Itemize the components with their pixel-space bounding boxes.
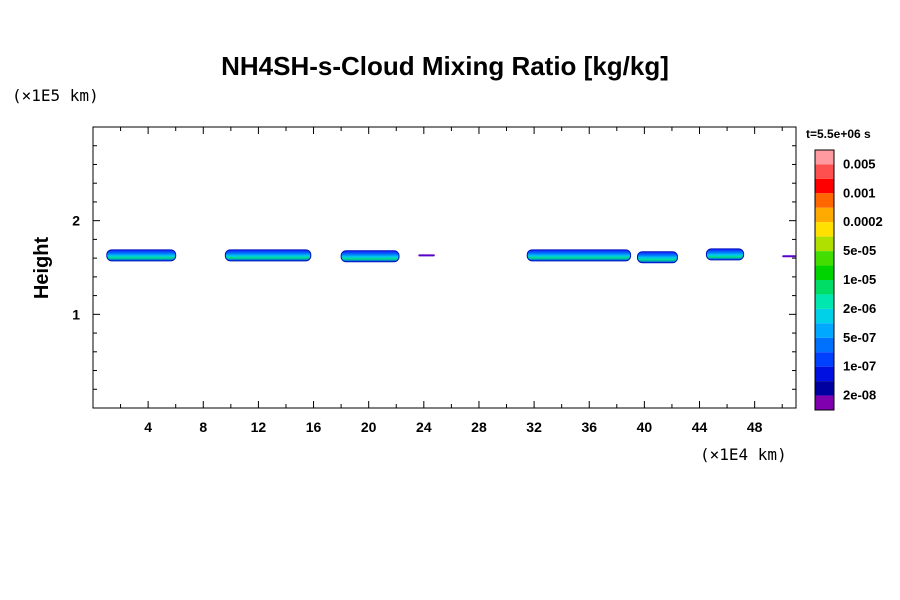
colorbar-segment	[815, 222, 834, 237]
chart-title: NH4SH-s-Cloud Mixing Ratio [kg/kg]	[221, 51, 669, 81]
cloud-patch	[224, 249, 312, 262]
y-tick-label: 2	[72, 213, 80, 229]
colorbar-segment	[815, 395, 834, 410]
colorbar-segment	[815, 236, 834, 252]
colorbar-segment	[815, 150, 834, 165]
plot-frame	[92, 126, 797, 409]
x-tick-label: 24	[416, 419, 432, 435]
x-tick-label: 28	[471, 419, 487, 435]
x-tick-label: 44	[692, 419, 708, 435]
colorbar-segment	[815, 164, 834, 179]
cloud-patch	[636, 251, 678, 264]
colorbar-label: 5e-05	[843, 243, 876, 258]
x-tick-label: 4	[144, 419, 152, 435]
colorbar-label: 1e-07	[843, 359, 876, 374]
y-tick-label: 1	[72, 306, 80, 322]
colorbar-segment	[815, 337, 834, 353]
cloud-patches	[106, 248, 796, 264]
x-tick-label: 48	[747, 419, 763, 435]
cloud-patch	[526, 249, 632, 262]
colorbar-segment	[815, 294, 834, 309]
y-axis-label: Height	[31, 237, 53, 300]
cloud-patch	[705, 248, 745, 261]
cloud-patch	[340, 250, 400, 263]
colorbar-segment	[815, 366, 834, 382]
colorbar-label: 1e-05	[843, 272, 876, 287]
colorbar-segment	[815, 308, 834, 324]
colorbar-label: 0.001	[843, 185, 876, 200]
x-tick-label: 32	[526, 419, 542, 435]
colorbar-segment	[815, 265, 834, 280]
x-tick-label: 36	[581, 419, 597, 435]
colorbar-segment	[815, 352, 834, 367]
cloud-patch	[106, 249, 177, 262]
cloud-patch	[782, 255, 796, 258]
x-tick-label: 12	[251, 419, 267, 435]
x-tick-label: 8	[199, 419, 207, 435]
colorbar-segment	[815, 323, 834, 338]
colorbar-segment	[815, 381, 834, 396]
colorbar-segment	[815, 207, 834, 223]
x-tick-label: 16	[306, 419, 322, 435]
colorbar-label: 0.005	[843, 156, 876, 171]
x-tick-label: 40	[637, 419, 653, 435]
colorbar-label: 5e-07	[843, 330, 876, 345]
x-tick-label: 20	[361, 419, 377, 435]
x-unit-label: (×1E4 km)	[700, 445, 787, 464]
colorbar-label: 2e-08	[843, 388, 876, 403]
y-unit-label: (×1E5 km)	[12, 86, 99, 105]
colorbar-segment	[815, 178, 834, 194]
colorbar-segment	[815, 193, 834, 208]
colorbar: 0.005 0.001 0.0002 5e-05 1e-05 2e-06 5e-07 1e-0…	[814, 149, 883, 411]
colorbar-segment	[815, 251, 834, 266]
cloud-patch	[418, 254, 435, 257]
colorbar-frame	[814, 149, 835, 411]
time-label: t=5.5e+06 s	[806, 127, 871, 141]
colorbar-label: 2e-06	[843, 301, 876, 316]
colorbar-label: 0.0002	[843, 214, 883, 229]
colorbar-segment	[815, 280, 834, 295]
